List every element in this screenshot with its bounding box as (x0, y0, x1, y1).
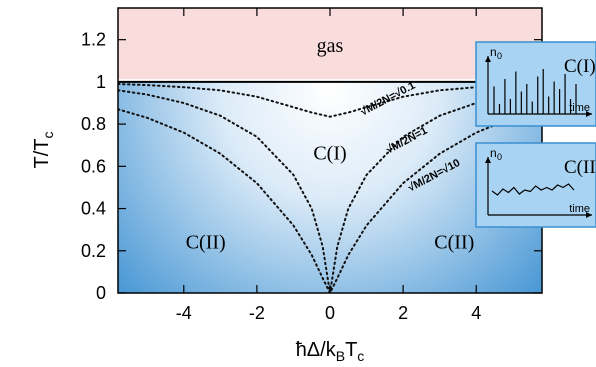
inset-y-label: n (490, 45, 497, 59)
gas-region (118, 8, 542, 79)
inset-y-arrow (485, 56, 491, 62)
inset-trace (491, 183, 575, 196)
x-tick-label: 0 (325, 303, 335, 323)
inset-y-arrow (485, 157, 491, 163)
inset-title: C(II) (564, 157, 596, 178)
x-tick-label: -4 (176, 303, 192, 323)
region-label: C(I) (313, 143, 346, 165)
inset-x-arrow (586, 212, 592, 218)
y-tick-label: 0.6 (81, 156, 106, 176)
phase-curve (118, 83, 542, 118)
region-label: C(II) (434, 231, 474, 253)
x-tick-label: -2 (249, 303, 265, 323)
y-tick-label: 0.8 (81, 114, 106, 134)
inset-title: C(I) (564, 56, 596, 77)
region-label: C(II) (186, 231, 226, 253)
inset-background (475, 142, 596, 228)
y-tick-label: 1.2 (81, 30, 106, 50)
x-tick-label: 2 (398, 303, 408, 323)
inset-x-label: time (569, 102, 590, 114)
inset-y-label-sub: 0 (497, 152, 502, 162)
inset-y-label-sub: 0 (497, 51, 502, 61)
region-label: gas (317, 35, 344, 57)
y-tick-label: 0.2 (81, 241, 106, 261)
inset-x-arrow (586, 111, 592, 117)
x-tick-label: 4 (471, 303, 481, 323)
inset-x-label: time (569, 203, 590, 215)
y-tick-label: 1 (96, 72, 106, 92)
inset-panel: n0 time C(II) (475, 142, 596, 228)
y-axis-label: T/Tc (31, 132, 56, 169)
x-axis-label: ħΔ/kBTc (296, 339, 365, 364)
inset-y-label: n (490, 146, 497, 160)
y-tick-label: 0 (96, 283, 106, 303)
inset-panel: n 0 time C(I) (475, 41, 596, 127)
y-tick-label: 0.4 (81, 199, 106, 219)
phase-curve (118, 108, 542, 293)
